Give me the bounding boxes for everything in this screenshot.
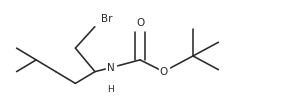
Text: H: H [107,84,114,94]
Bar [135,16,145,29]
Bar [106,53,116,83]
Text: Br: Br [101,14,112,24]
Text: O: O [159,67,168,77]
Bar [158,65,169,78]
Bar [94,12,108,25]
Text: O: O [136,18,144,28]
Text: N: N [107,63,114,73]
